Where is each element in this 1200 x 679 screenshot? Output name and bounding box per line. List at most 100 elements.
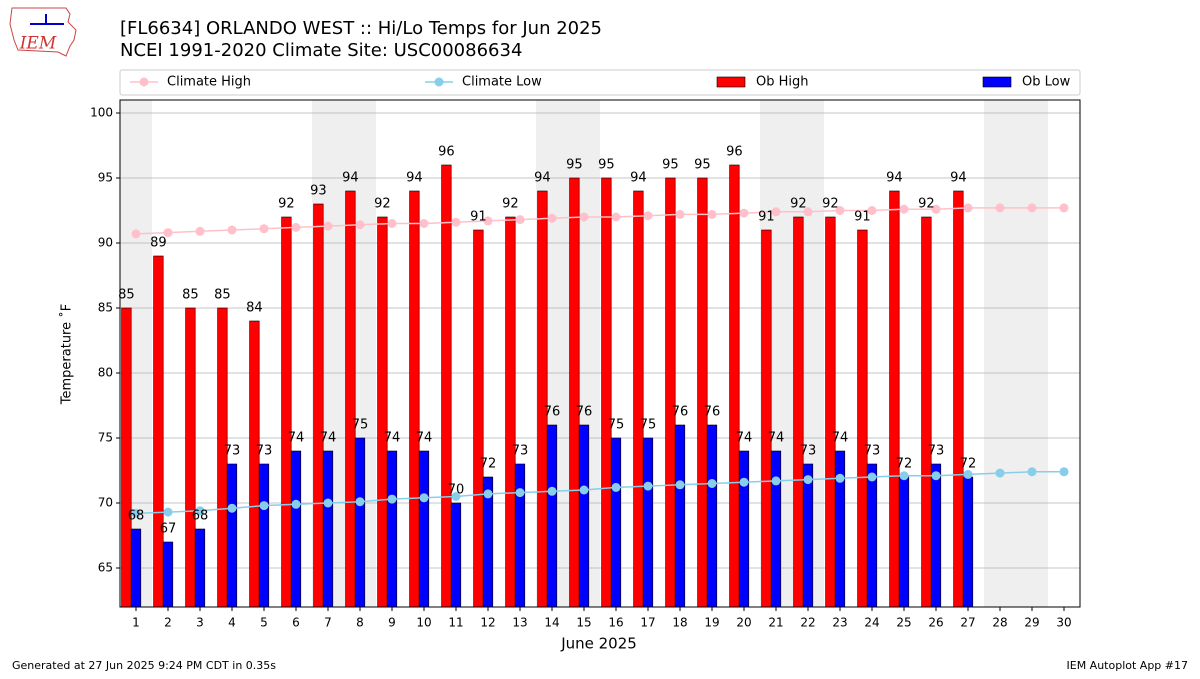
data-label: 92 [502, 197, 519, 212]
bar [921, 216, 932, 608]
bar [866, 463, 878, 608]
line-marker [515, 488, 525, 498]
x-tick-label: 29 [1024, 616, 1039, 630]
legend-marker [434, 77, 444, 87]
line-marker [323, 221, 333, 231]
chart-subtitle: NCEI 1991-2020 Climate Site: USC00086634 [120, 40, 522, 61]
data-label: 91 [854, 210, 871, 225]
data-label: 70 [448, 483, 465, 498]
data-label: 73 [224, 444, 241, 459]
bar [249, 320, 260, 608]
x-tick-label: 20 [736, 616, 751, 630]
data-label: 94 [950, 171, 967, 186]
data-label: 72 [960, 457, 977, 472]
x-tick-label: 3 [196, 616, 204, 630]
line-marker [675, 480, 685, 490]
bar [569, 177, 580, 608]
legend-marker [139, 77, 149, 87]
data-label: 73 [800, 444, 817, 459]
line-marker [323, 498, 333, 508]
bar [665, 177, 676, 608]
bar [450, 502, 462, 608]
line-marker [387, 219, 397, 228]
bar [857, 229, 868, 608]
legend-label: Ob Low [1022, 75, 1071, 90]
plot-frame [119, 99, 1081, 608]
data-label: 74 [736, 431, 753, 446]
line-marker [995, 203, 1005, 213]
data-label: 92 [790, 197, 807, 212]
bar [706, 424, 718, 608]
data-label: 95 [694, 158, 711, 173]
data-label: 74 [320, 431, 337, 446]
x-tick-label: 21 [768, 616, 783, 630]
bar [793, 216, 804, 608]
data-label: 72 [480, 457, 497, 472]
line-marker [803, 207, 813, 217]
line-marker [643, 211, 653, 221]
x-tick-label: 25 [896, 616, 911, 630]
bar [770, 450, 782, 608]
line-marker [771, 207, 781, 217]
line-marker [483, 489, 493, 499]
bar [441, 164, 452, 608]
line-marker [291, 222, 301, 232]
x-tick-label: 7 [324, 616, 332, 630]
line [135, 207, 1064, 235]
bar [162, 541, 174, 608]
x-tick-label: 5 [260, 616, 268, 630]
line-marker [355, 220, 365, 230]
data-label: 75 [608, 418, 625, 433]
footer-right: IEM Autoplot App #17 [1067, 659, 1189, 672]
data-label: 76 [672, 405, 689, 420]
line-marker [547, 213, 557, 223]
line-marker [579, 212, 589, 222]
data-label: 73 [928, 444, 945, 459]
y-tick-label: 90 [98, 236, 113, 250]
bar [953, 190, 964, 608]
x-tick-label: 22 [800, 616, 815, 630]
data-label: 73 [864, 444, 881, 459]
bar [130, 528, 142, 608]
line-marker [1059, 203, 1069, 213]
line-marker [739, 477, 749, 487]
line-marker [835, 473, 845, 483]
line-marker [867, 472, 877, 482]
data-label: 76 [544, 405, 561, 420]
y-tick-label: 70 [98, 496, 113, 510]
line-marker [355, 497, 365, 507]
y-tick-label: 95 [98, 171, 113, 185]
legend-label: Climate Low [462, 75, 542, 90]
line [135, 471, 1064, 515]
y-tick-label: 80 [98, 366, 113, 380]
data-label: 73 [256, 444, 273, 459]
line-marker [579, 485, 589, 495]
bar [729, 164, 740, 608]
bar [505, 216, 516, 608]
bar [185, 307, 196, 608]
data-label: 92 [278, 197, 295, 212]
bar [377, 216, 388, 608]
x-tick-label: 30 [1056, 616, 1071, 630]
x-tick-label: 27 [960, 616, 975, 630]
line-marker [163, 507, 173, 517]
x-tick-label: 24 [864, 616, 879, 630]
line-marker [451, 217, 461, 227]
bar [281, 216, 292, 608]
line-marker [227, 225, 237, 235]
line-marker [739, 208, 749, 218]
data-label: 67 [160, 522, 177, 537]
bar [889, 190, 900, 608]
y-axis-label: Temperature ˚F [59, 304, 75, 405]
logo-text: IEM [19, 34, 57, 54]
x-tick-label: 9 [388, 616, 396, 630]
line-marker [259, 501, 269, 511]
data-label: 92 [822, 197, 839, 212]
data-label: 94 [342, 171, 359, 186]
y-tick-label: 100 [90, 106, 113, 120]
x-tick-label: 16 [608, 616, 623, 630]
line-marker [1027, 467, 1037, 477]
line-marker [899, 471, 909, 481]
line-marker [611, 482, 621, 492]
